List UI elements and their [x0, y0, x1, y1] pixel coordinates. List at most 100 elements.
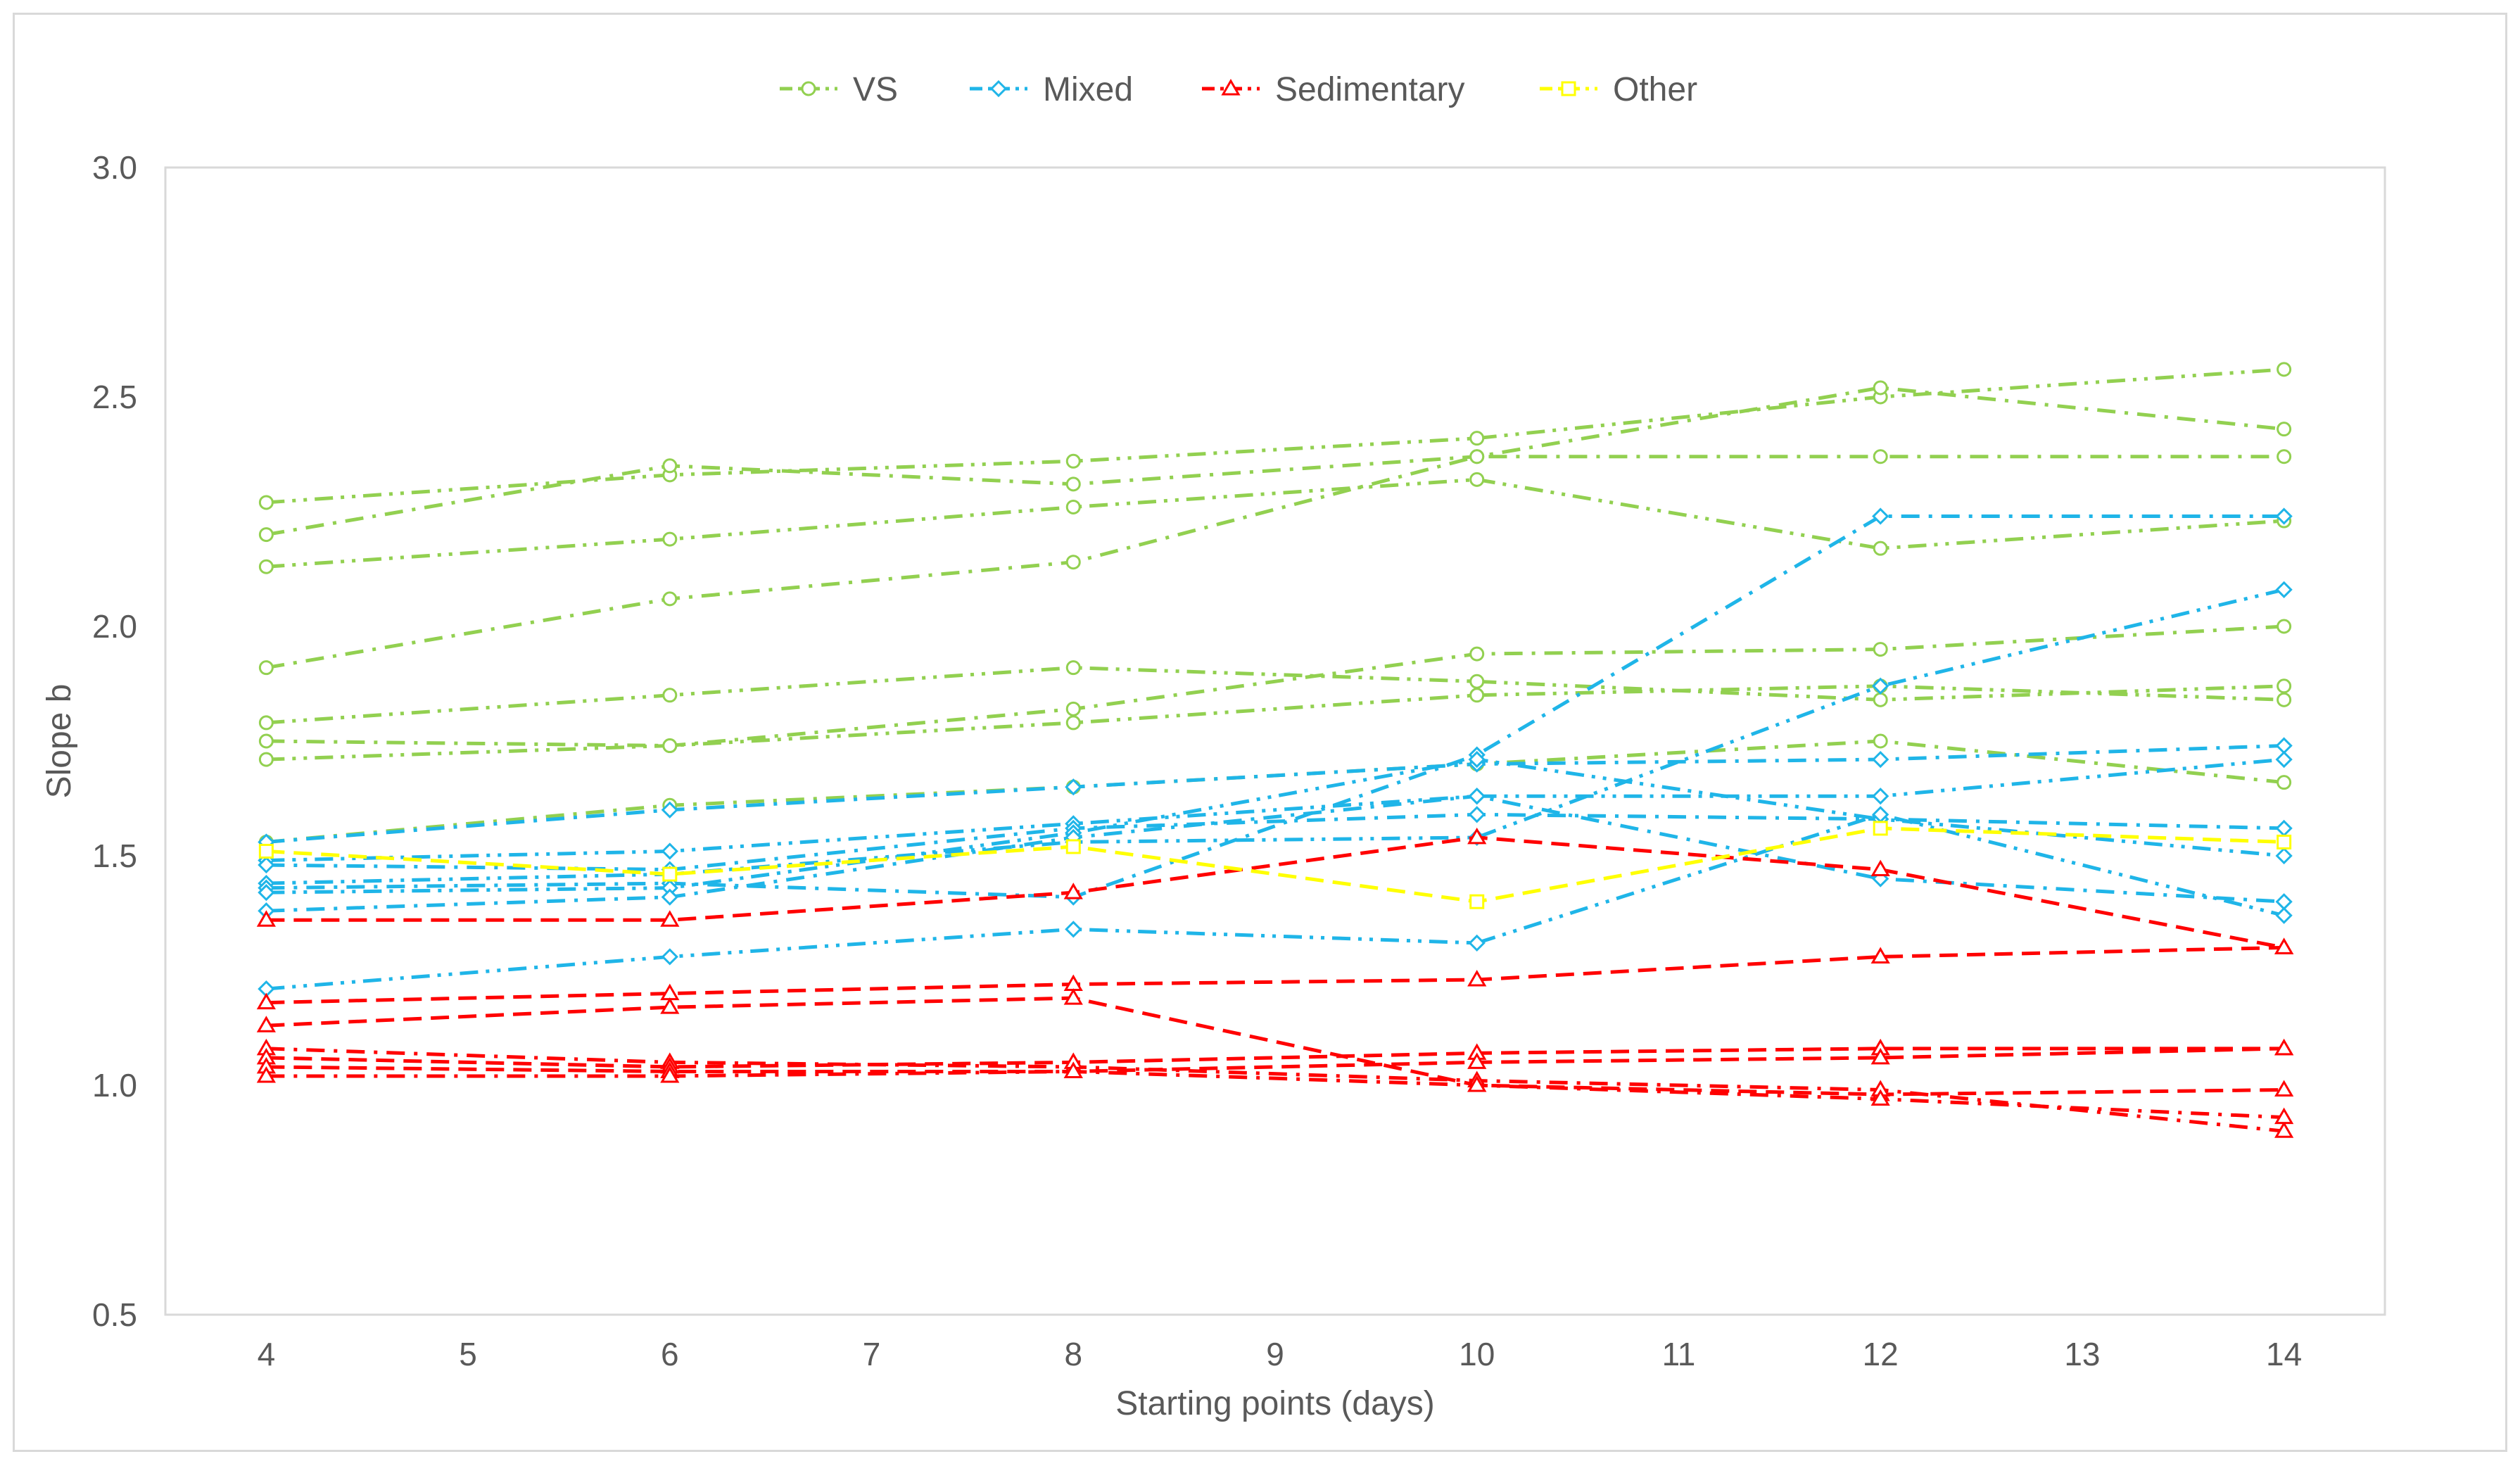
legend-marker — [1221, 79, 1241, 96]
series-sedimentary-20 — [256, 1038, 2294, 1138]
series-line — [266, 757, 2284, 895]
series-sedimentary-18 — [256, 937, 2294, 1010]
data-point — [1469, 449, 1485, 465]
series-line — [266, 826, 2284, 904]
legend-marker — [989, 80, 1008, 98]
data-point — [662, 738, 678, 754]
data-point — [1873, 642, 1888, 657]
legend-item-vs: VS — [780, 71, 898, 108]
legend-label: Mixed — [1043, 71, 1133, 108]
x-tick-label: 9 — [1266, 1336, 1284, 1372]
data-point — [1065, 476, 1081, 492]
data-point — [1065, 701, 1081, 716]
data-point — [1063, 1061, 1083, 1078]
series-line — [266, 684, 2284, 762]
series-vs-1 — [258, 362, 2292, 510]
series-line — [266, 812, 2285, 991]
data-point — [661, 842, 678, 860]
legend-label: Other — [1613, 71, 1697, 108]
data-point — [258, 559, 274, 574]
data-point — [1065, 715, 1081, 731]
series-line — [266, 514, 2284, 899]
data-point — [1065, 453, 1081, 469]
y-tick-label: 1.5 — [92, 838, 137, 874]
series-vs-6 — [258, 619, 2292, 754]
series-mixed-10 — [258, 750, 2293, 869]
data-point — [1468, 934, 1486, 952]
data-point — [2275, 847, 2293, 865]
x-tick-label: 4 — [258, 1336, 276, 1372]
x-tick-label: 6 — [661, 1336, 679, 1372]
data-point — [1063, 988, 1083, 1005]
data-point — [1870, 947, 1890, 963]
data-point — [1873, 449, 1888, 465]
x-tick-label: 5 — [459, 1336, 477, 1372]
data-point — [660, 910, 680, 927]
data-point — [1872, 750, 1889, 769]
data-point — [2277, 775, 2292, 790]
data-point — [1467, 1052, 1487, 1069]
series-sedimentary-23 — [256, 1061, 2294, 1125]
x-tick-label: 13 — [2064, 1336, 2100, 1372]
data-point — [258, 752, 274, 767]
series-line — [266, 996, 2284, 1097]
data-point — [2274, 1121, 2294, 1138]
data-point — [1469, 472, 1485, 487]
data-point — [1065, 555, 1081, 570]
data-point — [1873, 692, 1888, 707]
data-point — [1065, 921, 1082, 938]
series-vs-5 — [258, 660, 2292, 731]
data-point — [2275, 507, 2293, 525]
data-point — [1468, 788, 1486, 805]
data-point — [2274, 1038, 2294, 1056]
data-point — [1467, 827, 1487, 845]
series-line — [266, 812, 2284, 872]
data-point — [256, 910, 276, 927]
series-line — [265, 455, 2284, 670]
data-point — [2275, 893, 2293, 911]
series-line — [266, 744, 2284, 844]
data-point — [662, 866, 678, 882]
data-point — [2275, 819, 2293, 838]
data-point — [662, 688, 678, 703]
legend: VS Mixed Sedimentary Other — [780, 71, 1697, 108]
series-other-24 — [258, 821, 2292, 909]
data-point — [1468, 750, 1486, 769]
series-mixed-13 — [258, 507, 2293, 906]
data-point — [1870, 859, 1890, 877]
legend-label: VS — [853, 71, 898, 108]
data-point — [661, 948, 678, 966]
data-point — [661, 888, 678, 906]
data-point — [1870, 1047, 1890, 1065]
data-point — [2277, 619, 2292, 634]
data-point — [1065, 778, 1082, 796]
data-point — [2277, 422, 2292, 437]
series-line — [266, 588, 2285, 885]
legend-marker — [801, 81, 816, 96]
y-tick-label: 2.5 — [92, 379, 137, 415]
data-point — [2275, 750, 2293, 769]
series-line — [266, 666, 2284, 725]
y-axis-ticks: 0.5 1.0 1.5 2.0 2.5 3.0 — [92, 149, 137, 1333]
data-point — [1870, 1089, 1890, 1106]
data-point — [1873, 733, 1888, 749]
data-point — [1065, 499, 1081, 514]
data-point — [1467, 1075, 1487, 1092]
series-mixed-16 — [258, 806, 2293, 998]
data-point — [258, 495, 274, 510]
legend-item-sedimentary: Sedimentary — [1202, 71, 1464, 108]
data-point — [256, 1066, 276, 1083]
x-tick-label: 11 — [1662, 1336, 1696, 1372]
data-point — [1873, 380, 1888, 396]
data-point — [258, 884, 275, 902]
series-sedimentary-19 — [256, 988, 2294, 1101]
chart-frame — [13, 13, 2507, 1452]
data-point — [258, 843, 274, 859]
data-point — [2277, 362, 2292, 377]
x-tick-label: 12 — [1863, 1336, 1899, 1372]
data-point — [258, 733, 274, 749]
series-line — [266, 1047, 2284, 1133]
data-point — [1873, 541, 1888, 556]
series-sedimentary-17 — [256, 827, 2294, 954]
y-tick-label: 0.5 — [92, 1296, 137, 1333]
